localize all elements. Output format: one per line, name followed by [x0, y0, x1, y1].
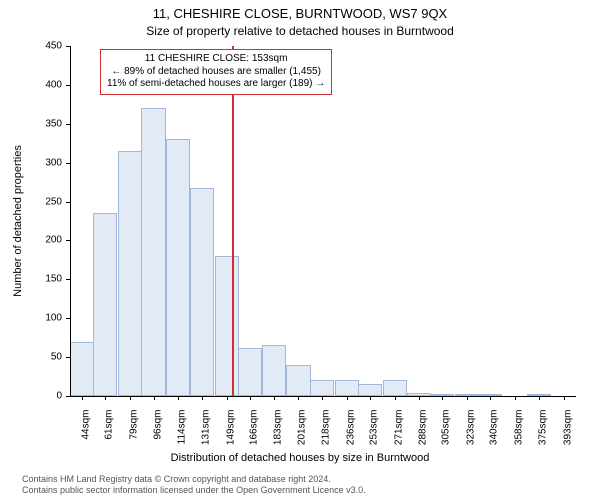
histogram-bar	[118, 151, 142, 396]
histogram-bar	[141, 108, 165, 396]
histogram-bar	[310, 380, 334, 396]
histogram-bar	[262, 345, 286, 396]
y-tick-label: 250	[36, 196, 62, 207]
x-tick-label: 218sqm	[320, 410, 331, 446]
reference-marker	[232, 46, 234, 396]
x-axis-line	[70, 396, 576, 397]
y-tick-label: 200	[36, 235, 62, 246]
y-tick-label: 150	[36, 274, 62, 285]
x-tick-label: 44sqm	[80, 410, 91, 440]
y-tick-label: 50	[36, 352, 62, 363]
y-tick-label: 0	[36, 391, 62, 402]
y-tick-label: 400	[36, 79, 62, 90]
histogram-bar	[70, 342, 94, 396]
y-axis-line	[70, 46, 71, 396]
x-tick-label: 61sqm	[104, 410, 115, 440]
x-tick-label: 166sqm	[249, 410, 260, 446]
histogram-bar	[383, 380, 407, 396]
y-axis-label: Number of detached properties	[12, 145, 24, 297]
histogram-bar	[190, 188, 214, 396]
info-box: 11 CHESHIRE CLOSE: 153sqm← 89% of detach…	[100, 49, 332, 95]
chart-container: 11, CHESHIRE CLOSE, BURNTWOOD, WS7 9QX S…	[0, 0, 600, 500]
x-tick-label: 271sqm	[394, 410, 405, 446]
chart-subtitle: Size of property relative to detached ho…	[0, 24, 600, 38]
x-tick-label: 393sqm	[562, 410, 573, 446]
histogram-bar	[286, 365, 310, 396]
histogram-bar	[166, 139, 190, 396]
y-tick-label: 100	[36, 313, 62, 324]
footer-line: Contains HM Land Registry data © Crown c…	[22, 474, 600, 485]
y-tick-label: 450	[36, 41, 62, 52]
x-tick-label: 340sqm	[489, 410, 500, 446]
info-box-line: 11% of semi-detached houses are larger (…	[107, 78, 325, 91]
x-tick-label: 183sqm	[272, 410, 283, 446]
y-tick-label: 350	[36, 118, 62, 129]
footer-line: Contains public sector information licen…	[22, 485, 600, 496]
info-box-line: 11 CHESHIRE CLOSE: 153sqm	[107, 53, 325, 66]
x-axis-label: Distribution of detached houses by size …	[0, 452, 600, 464]
y-tick-label: 300	[36, 157, 62, 168]
info-box-line: ← 89% of detached houses are smaller (1,…	[107, 66, 325, 79]
footer: Contains HM Land Registry data © Crown c…	[22, 474, 600, 497]
histogram-bar	[358, 384, 382, 396]
x-tick-label: 149sqm	[225, 410, 236, 446]
x-tick-label: 201sqm	[297, 410, 308, 446]
chart-title: 11, CHESHIRE CLOSE, BURNTWOOD, WS7 9QX	[0, 6, 600, 21]
x-tick-label: 358sqm	[514, 410, 525, 446]
x-tick-label: 236sqm	[345, 410, 356, 446]
x-tick-label: 114sqm	[177, 410, 188, 445]
x-tick-label: 305sqm	[441, 410, 452, 446]
x-tick-label: 79sqm	[129, 410, 140, 440]
x-tick-label: 323sqm	[465, 410, 476, 446]
x-tick-label: 288sqm	[417, 410, 428, 446]
x-tick-label: 375sqm	[537, 410, 548, 446]
x-tick-label: 131sqm	[200, 410, 211, 446]
chart-plot-area: 05010015020025030035040045044sqm61sqm79s…	[70, 46, 576, 396]
histogram-bar	[215, 256, 239, 396]
histogram-bar	[93, 213, 117, 396]
histogram-bar	[238, 348, 262, 396]
x-tick-label: 96sqm	[152, 410, 163, 440]
x-tick-label: 253sqm	[369, 410, 380, 446]
histogram-bar	[335, 380, 359, 396]
